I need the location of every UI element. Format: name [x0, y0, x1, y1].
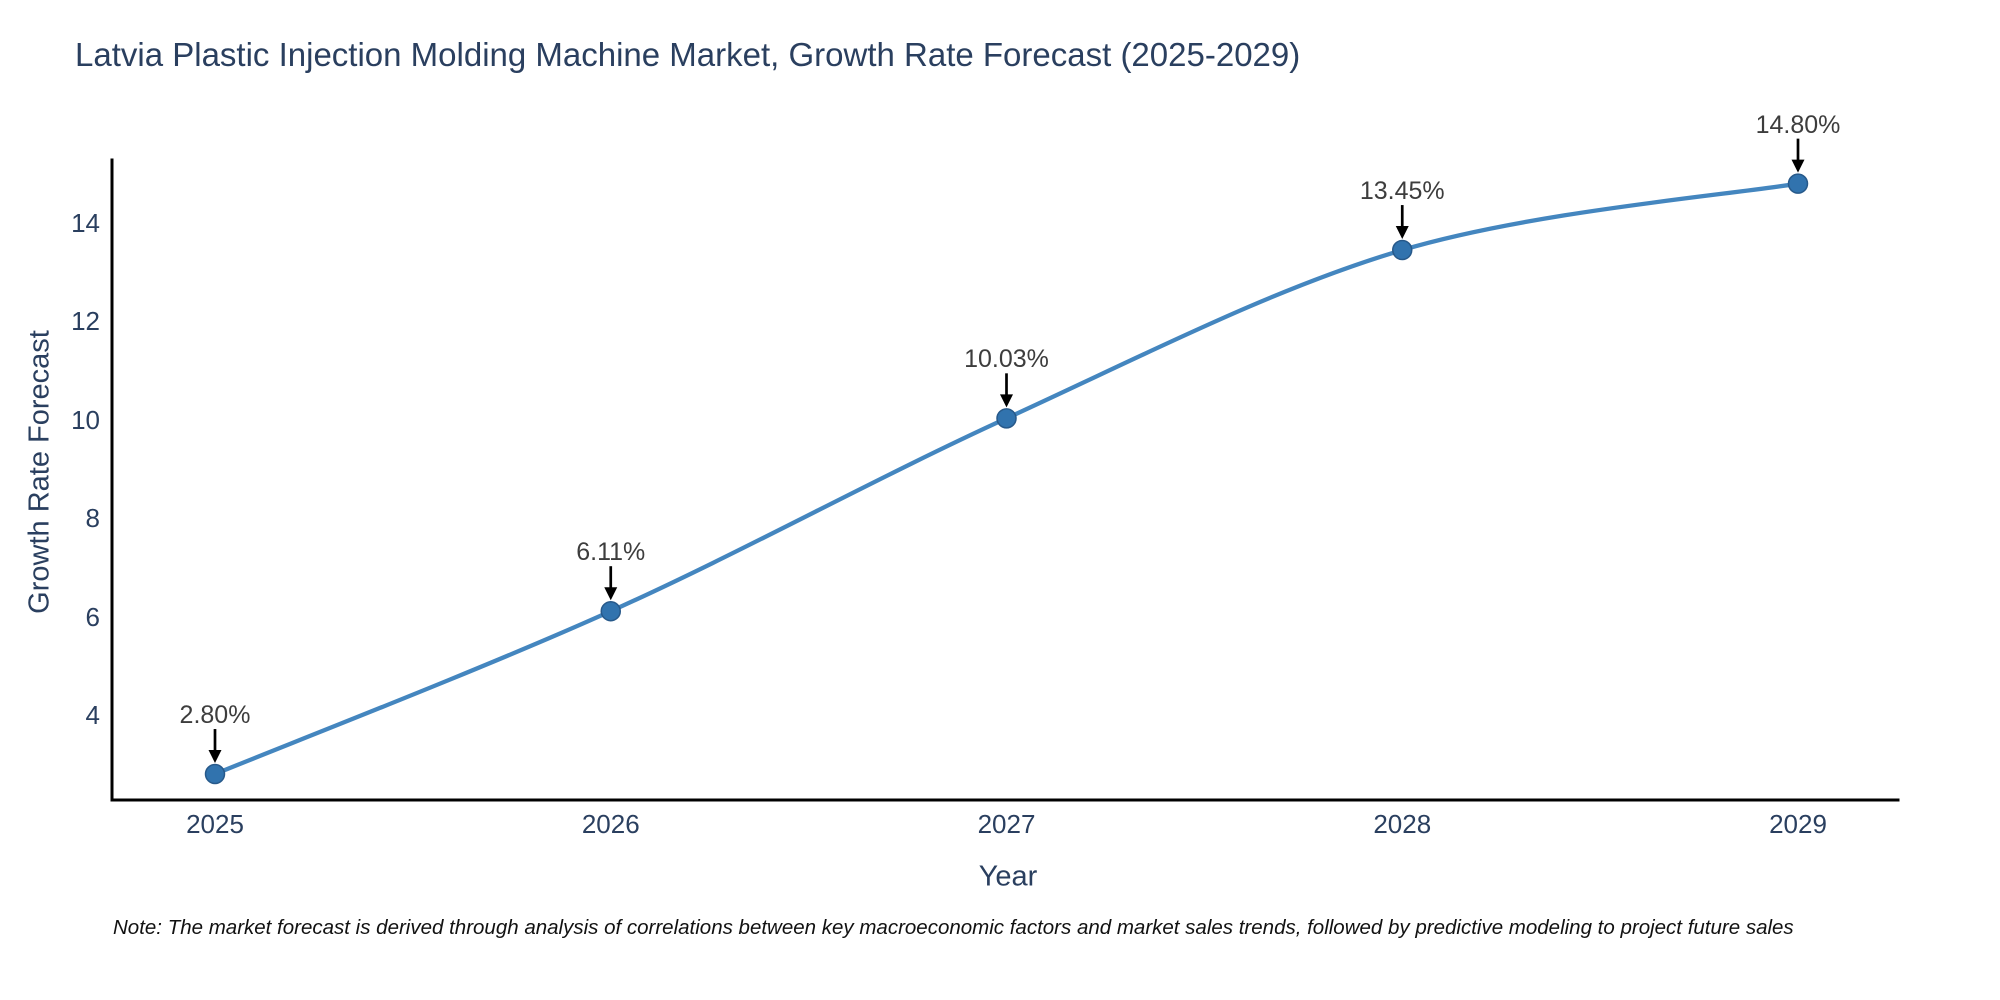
axis-spines — [110, 158, 1900, 802]
annotation-arrow-head — [1395, 226, 1409, 240]
data-point-marker — [204, 763, 226, 785]
y-axis-title: Growth Rate Forecast — [23, 330, 56, 614]
data-point-annotation: 10.03% — [964, 345, 1049, 374]
data-point-annotation: 6.11% — [576, 538, 646, 567]
annotation-arrow-head — [208, 750, 222, 764]
y-tick-label: 4 — [85, 700, 100, 730]
x-tick-label: 2028 — [1373, 809, 1432, 839]
data-point-marker — [1392, 239, 1413, 261]
x-axis-title: Year — [978, 860, 1038, 893]
x-tick-label: 2026 — [581, 809, 640, 839]
annotation-arrow-head — [1791, 159, 1805, 173]
data-point-annotation: 2.80% — [179, 701, 251, 730]
y-tick-label: 14 — [71, 208, 100, 238]
annotation-arrow-head — [604, 587, 618, 601]
footnote: Note: The market forecast is derived thr… — [113, 916, 1794, 939]
x-tick-label: 2027 — [977, 809, 1036, 839]
data-point-marker — [600, 600, 621, 622]
trend-line — [212, 181, 1801, 777]
y-tick-label: 6 — [85, 601, 100, 632]
data-point-annotation: 14.80% — [1755, 110, 1841, 139]
x-tick-label: 2029 — [1769, 809, 1827, 839]
data-point-marker — [1787, 173, 1809, 194]
chart-title: Latvia Plastic Injection Molding Machine… — [75, 36, 1301, 73]
y-tick-label: 8 — [85, 503, 100, 534]
x-tick-label: 2025 — [186, 809, 244, 839]
y-tick-label: 10 — [71, 404, 100, 435]
annotation-arrow-head — [1000, 394, 1013, 408]
data-point-marker — [996, 408, 1017, 429]
data-point-annotation: 13.45% — [1359, 177, 1445, 206]
y-tick-label: 12 — [71, 306, 100, 337]
